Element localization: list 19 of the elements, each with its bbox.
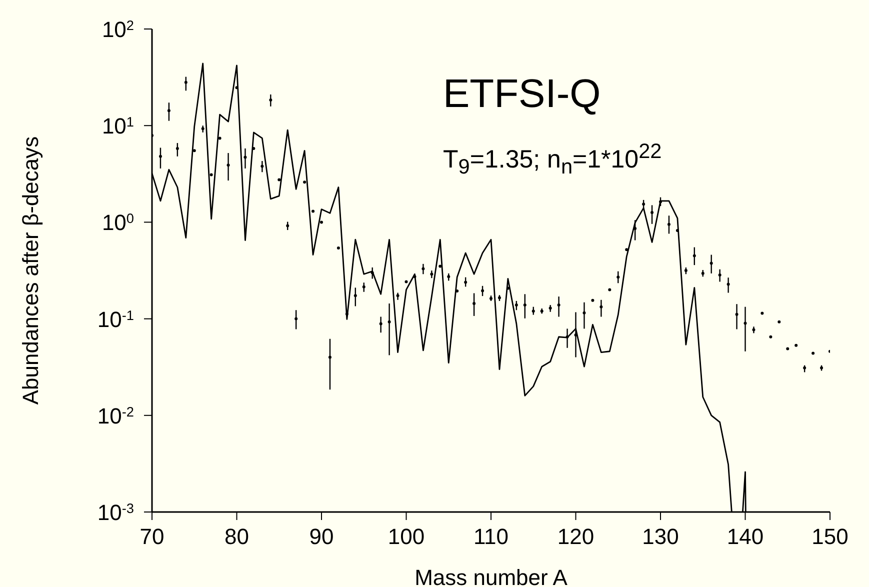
- annotation: T$_{9}$=1.35; n$_{n}$=1*10$^{22}$: [443, 140, 662, 180]
- x-tick-label: 110: [473, 524, 509, 549]
- x-tick-label: 100: [388, 524, 425, 549]
- x-tick-label: 130: [642, 524, 679, 549]
- x-tick-label: 90: [309, 524, 334, 549]
- y-tick-label: 10$^{2}$: [102, 17, 134, 42]
- x-tick-label: 140: [726, 524, 764, 549]
- y-tick-label: 10$^{1}$: [102, 114, 134, 139]
- y-tick-label: 10$^{-2}$: [97, 403, 134, 428]
- x-tick-label: 80: [224, 524, 249, 549]
- x-tick-label: 120: [557, 524, 594, 549]
- x-axis-title: Mass number A: [414, 565, 568, 587]
- y-axis-title: Abundances after β-decays: [18, 136, 43, 405]
- y-tick-label: 10$^{0}$: [102, 210, 134, 236]
- y-tick-label: 10$^{-1}$: [97, 306, 134, 332]
- annotation: ETFSI-Q: [443, 72, 601, 117]
- x-tick-label: 70: [140, 524, 164, 549]
- x-tick-label: 150: [812, 524, 848, 549]
- y-tick-label: 10$^{-3}$: [97, 500, 134, 525]
